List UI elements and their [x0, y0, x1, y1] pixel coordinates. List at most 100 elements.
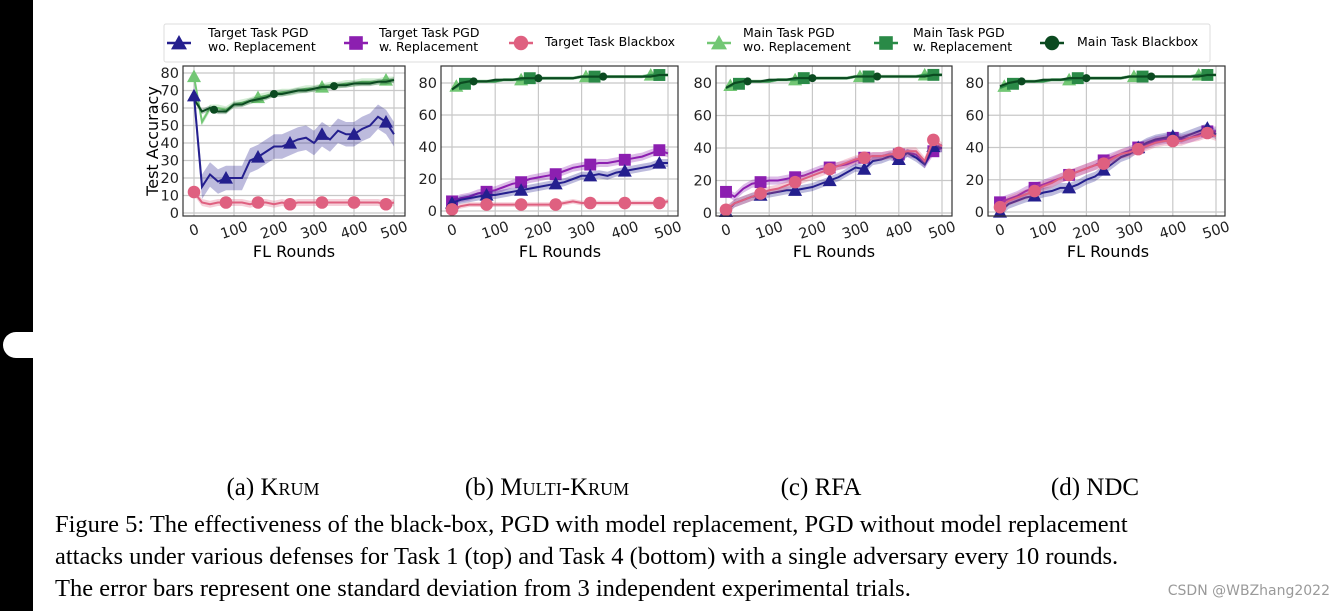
data-point-triangle [347, 127, 361, 140]
data-point-circle [927, 133, 940, 147]
x-tick-label: 400 [339, 219, 370, 243]
legend-label: w. Replacement [379, 39, 478, 54]
data-point-circle [653, 196, 666, 210]
legend-triangle-icon [171, 35, 187, 50]
data-point-circle [1028, 184, 1041, 198]
data-point-circle [480, 198, 493, 211]
data-point-triangle [652, 156, 667, 169]
data-point-square [459, 77, 471, 90]
legend-label: wo. Replacement [743, 39, 851, 54]
data-point-circle [1082, 74, 1091, 83]
y-tick-label: 20 [966, 173, 984, 189]
data-point-circle [1131, 142, 1145, 156]
series-line [999, 73, 1216, 88]
legend-label: Main Task Blackbox [1077, 34, 1198, 49]
x-tick-label: 100 [480, 219, 511, 243]
y-tick-label: 40 [694, 141, 712, 157]
error-band [1000, 123, 1216, 217]
legend-label: Target Task Blackbox [544, 34, 675, 49]
legend-label: wo. Replacement [208, 39, 316, 54]
data-point-circle [445, 203, 459, 216]
data-point-triangle [788, 183, 803, 196]
caption-line-1: Figure 5: The effectiveness of the black… [55, 511, 1128, 538]
data-point-circle [892, 146, 906, 160]
series [999, 72, 1216, 88]
data-point-circle [1062, 168, 1076, 182]
legend-label: Main Task PGD [743, 25, 835, 40]
data-point-square [754, 176, 767, 189]
series [187, 185, 395, 211]
x-tick-label: 300 [840, 219, 871, 243]
data-point-circle [788, 175, 802, 189]
data-point-triangle [1062, 180, 1077, 194]
x-tick-label: 300 [1114, 219, 1145, 243]
x-axis-label: FL Rounds [793, 242, 875, 261]
data-point-circle [329, 82, 339, 91]
data-point-triangle [251, 150, 265, 163]
data-point-square [618, 153, 631, 166]
data-point-triangle [219, 171, 233, 184]
x-tick-label: 400 [883, 219, 914, 243]
subcaption-name: RFA [814, 474, 862, 501]
plot-frame [987, 65, 1226, 217]
y-tick-label: 0 [703, 206, 712, 222]
error-band [452, 73, 668, 91]
error-band [1000, 126, 1216, 208]
legend-square-icon [349, 36, 363, 50]
y-tick-label: 0 [428, 204, 437, 220]
data-point-circle [1147, 72, 1156, 81]
chart-d: 0 100 200 300 400 500 0 20 40 60 80 FL Rounds [966, 65, 1232, 261]
data-point-circle [857, 151, 871, 165]
data-point-circle [1166, 134, 1180, 148]
error-band [726, 143, 942, 201]
x-axis-label: FL Rounds [519, 242, 601, 261]
data-point-triangle [857, 162, 872, 175]
plot-frame [440, 65, 679, 217]
x-tick-label: 300 [566, 219, 597, 243]
data-point-circle [618, 196, 632, 210]
x-tick-label: 0 [187, 222, 201, 240]
data-point-circle [379, 197, 393, 211]
y-tick-label: 60 [694, 109, 712, 125]
data-point-circle [347, 196, 361, 209]
y-axis-label: Test Accuracy [143, 86, 162, 197]
data-point-square [653, 144, 666, 157]
data-point-square [584, 158, 597, 171]
data-point-circle [209, 105, 219, 114]
legend-item: Main Task Blackbox [1040, 34, 1198, 51]
data-point-circle [823, 162, 836, 176]
legend-item: Target Task Blackbox [509, 34, 675, 51]
subcaption-c: (c) RFA [781, 474, 862, 502]
data-point-circle [599, 72, 608, 81]
data-point-triangle [283, 136, 297, 149]
data-point-circle [219, 196, 233, 209]
subcaption-label: (d) [1050, 474, 1081, 501]
series [187, 83, 395, 199]
y-tick-label: 70 [161, 84, 179, 100]
x-tick-label: 400 [609, 219, 640, 243]
x-tick-label: 100 [754, 219, 785, 243]
plot-frame [715, 65, 953, 217]
data-point-circle [743, 77, 752, 86]
data-point-triangle [187, 69, 201, 83]
caption-line-2: attacks under various defenses for Task … [55, 543, 1119, 570]
data-point-circle [514, 198, 528, 211]
subcaption-a: (a) Krum [226, 474, 319, 502]
data-point-triangle [187, 88, 201, 102]
data-point-circle [549, 198, 562, 211]
x-tick-label: 100 [1028, 219, 1059, 243]
series-line [193, 79, 395, 113]
legend-circle-icon [1044, 35, 1060, 51]
x-tick-label: 500 [379, 219, 410, 243]
x-axis-label: FL Rounds [1067, 242, 1149, 261]
data-point-circle [283, 197, 297, 211]
data-point-circle [315, 196, 329, 209]
data-point-triangle [548, 176, 563, 190]
data-point-circle [1097, 157, 1110, 170]
x-tick-label: 500 [1201, 219, 1232, 243]
